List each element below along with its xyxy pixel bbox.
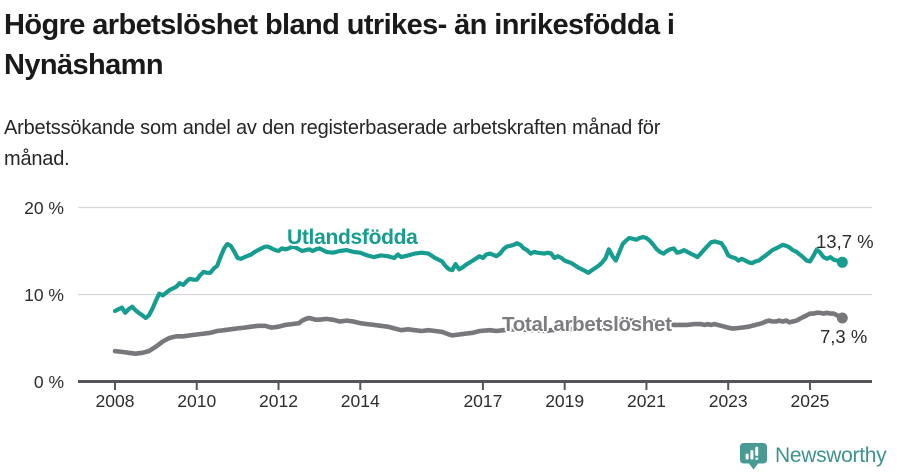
newsworthy-brand-text: Newsworthy bbox=[775, 444, 887, 467]
series-label-utlandsfodda: Utlandsfödda bbox=[287, 226, 418, 249]
newsworthy-bar-chart-icon bbox=[740, 443, 767, 470]
end-value-label-utlandsfodda: 13,7 % bbox=[816, 231, 874, 252]
y-tick-label: 10 % bbox=[24, 284, 64, 305]
series-line-total-arbetsloshet bbox=[112, 310, 845, 356]
x-tick-label: 2017 bbox=[463, 391, 503, 411]
end-dot-utlandsfodda bbox=[836, 256, 848, 268]
end-dot-total-arbetsloshet bbox=[836, 312, 848, 324]
x-tick-label: 2023 bbox=[708, 391, 748, 411]
x-tick-label: 2025 bbox=[790, 391, 830, 411]
y-tick-label: 20 % bbox=[24, 197, 64, 218]
chart-subtitle-line-1: Arbetssökande som andel av den registerb… bbox=[4, 117, 661, 139]
chart-title: Högre arbetslöshet bland utrikes- än inr… bbox=[4, 5, 864, 85]
chart-subtitle: Arbetssökande som andel av den registerb… bbox=[4, 113, 864, 175]
end-value-label-total-arbetsloshet: 7,3 % bbox=[820, 326, 868, 347]
chart-subtitle-line-2: månad. bbox=[4, 148, 70, 170]
series-line-utlandsfodda bbox=[112, 235, 845, 321]
series-label-total-arbetsloshet: Total arbetslöshet bbox=[502, 313, 672, 336]
x-tick-label: 2014 bbox=[340, 391, 380, 411]
y-tick-label: 0 % bbox=[33, 371, 64, 392]
newsworthy-logo: Newsworthy bbox=[740, 443, 887, 470]
x-tick-label: 2019 bbox=[545, 391, 585, 411]
x-tick-label: 2021 bbox=[626, 391, 666, 411]
x-tick-label: 2008 bbox=[95, 391, 135, 411]
chart-title-line-1: Högre arbetslöshet bland utrikes- än inr… bbox=[4, 9, 675, 41]
x-tick-label: 2012 bbox=[259, 391, 298, 411]
x-tick-label: 2010 bbox=[177, 391, 217, 411]
chart-title-line-2: Nynäshamn bbox=[4, 49, 164, 81]
